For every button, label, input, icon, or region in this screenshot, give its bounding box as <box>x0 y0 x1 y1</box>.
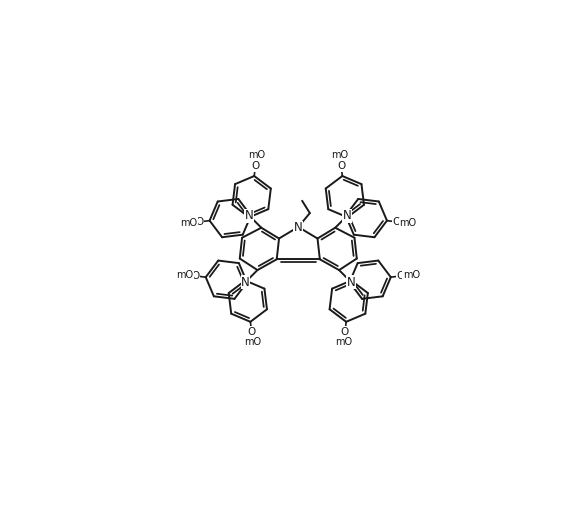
Text: mO: mO <box>176 270 194 280</box>
Text: mO: mO <box>331 150 349 160</box>
Text: O: O <box>196 217 204 227</box>
Text: N: N <box>347 276 356 288</box>
Text: N: N <box>294 221 303 234</box>
Text: mO: mO <box>248 150 265 160</box>
Text: mO: mO <box>335 337 352 347</box>
Text: mO: mO <box>244 337 261 347</box>
Text: mO: mO <box>180 218 197 228</box>
Text: mO: mO <box>403 270 420 280</box>
Text: N: N <box>245 209 254 222</box>
Text: O: O <box>396 271 405 281</box>
Text: O: O <box>247 327 255 337</box>
Text: O: O <box>251 161 260 171</box>
Text: O: O <box>337 161 345 171</box>
Text: O: O <box>341 327 349 337</box>
Text: O: O <box>393 217 401 227</box>
Text: mO: mO <box>399 218 416 228</box>
Text: N: N <box>343 209 352 222</box>
Text: O: O <box>191 271 200 281</box>
Text: N: N <box>241 276 250 288</box>
